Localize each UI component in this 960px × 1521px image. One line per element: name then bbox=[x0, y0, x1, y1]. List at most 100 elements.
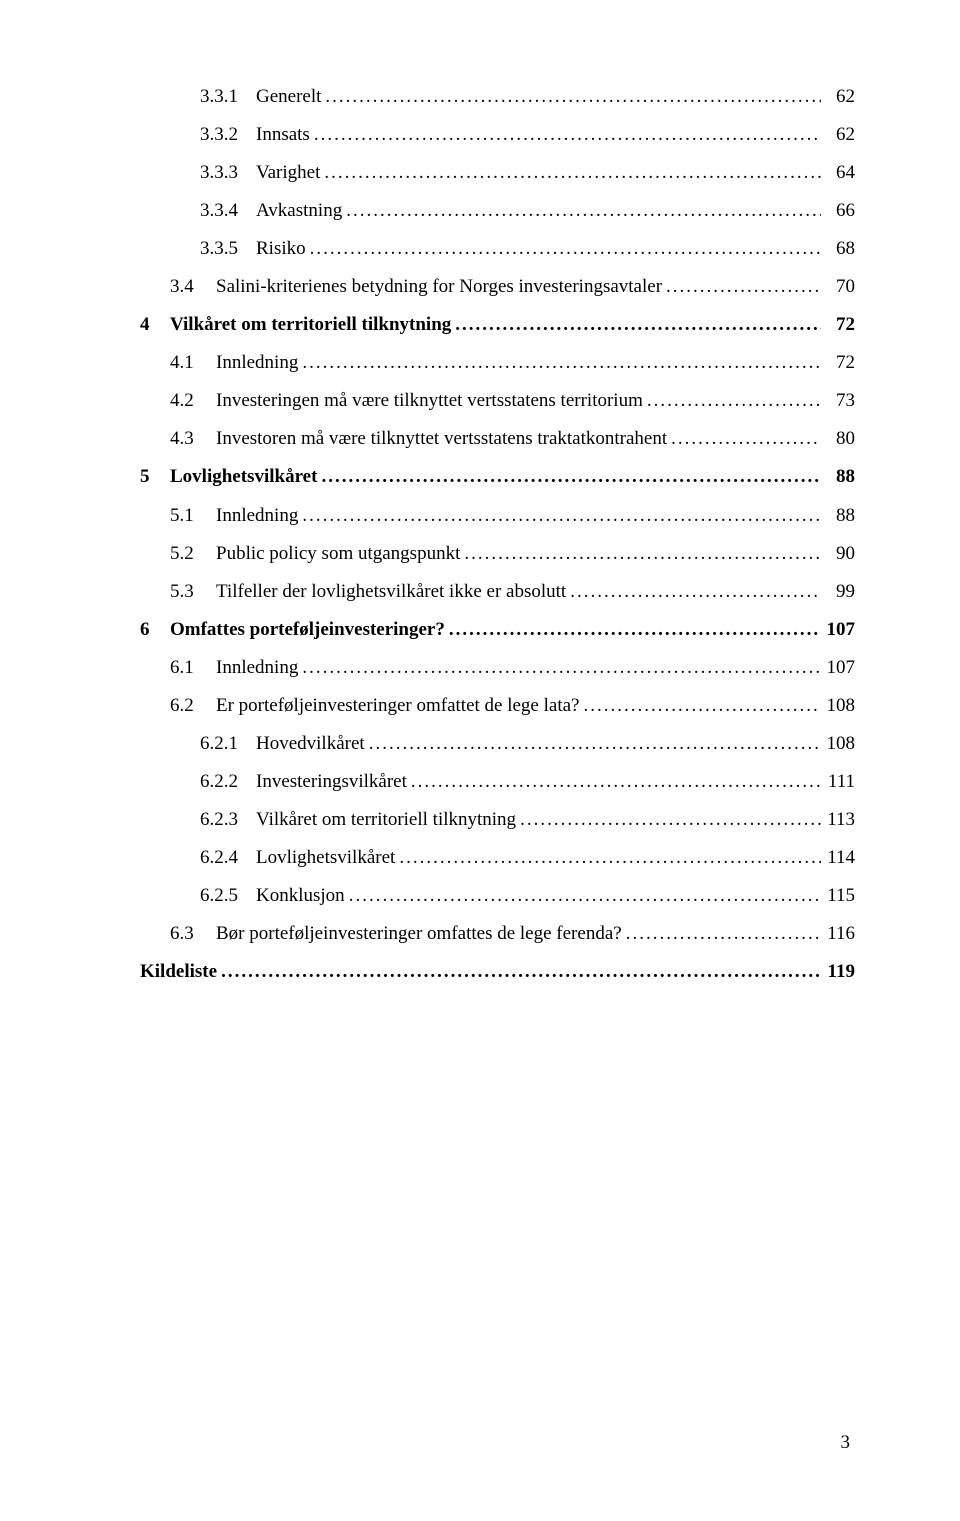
toc-leader-dots bbox=[622, 915, 821, 952]
toc-entry-number: 5.1 bbox=[170, 497, 216, 534]
toc-entry-page: 88 bbox=[821, 497, 855, 534]
toc-leader-dots bbox=[217, 953, 821, 990]
toc-entry-number: 3.3.4 bbox=[200, 192, 256, 229]
toc-leader-dots bbox=[460, 535, 821, 572]
toc-leader-dots bbox=[662, 268, 821, 305]
toc-leader-dots bbox=[451, 306, 821, 343]
toc-entry-number: 4.1 bbox=[170, 344, 216, 381]
toc-entry-number: 6.2 bbox=[170, 687, 216, 724]
toc-entry: 5.3Tilfeller der lovlighetsvilkåret ikke… bbox=[170, 573, 855, 610]
toc-entry: 3.3.5Risiko 68 bbox=[200, 230, 855, 267]
toc-entry: 6.3Bør porteføljeinvesteringer omfattes … bbox=[170, 915, 855, 952]
toc-entry: 6.2.1Hovedvilkåret 108 bbox=[200, 725, 855, 762]
toc-entry-number: 4.3 bbox=[170, 420, 216, 457]
toc-entry-number: 6.2.4 bbox=[200, 839, 256, 876]
toc-entry: 3.3.1Generelt 62 bbox=[200, 78, 855, 115]
toc-entry-page: 111 bbox=[821, 763, 855, 800]
toc-leader-dots bbox=[306, 230, 821, 267]
toc-entry-page: 62 bbox=[821, 116, 855, 153]
toc-entry-page: 107 bbox=[821, 611, 855, 648]
toc-leader-dots bbox=[395, 839, 821, 876]
toc-entry-number: 3.4 bbox=[170, 268, 216, 305]
toc-entry-page: 108 bbox=[821, 687, 855, 724]
toc-entry: 3.3.2Innsats 62 bbox=[200, 116, 855, 153]
toc-entry-number: 6.2.5 bbox=[200, 877, 256, 914]
toc-entry-number: 5.3 bbox=[170, 573, 216, 610]
toc-entry: 3.3.3Varighet64 bbox=[200, 154, 855, 191]
toc-entry: 6.2.4Lovlighetsvilkåret114 bbox=[200, 839, 855, 876]
toc-entry-title: Konklusjon bbox=[256, 877, 345, 914]
toc-entry-page: 116 bbox=[821, 915, 855, 952]
toc-entry-page: 99 bbox=[821, 573, 855, 610]
toc-entry-page: 72 bbox=[821, 344, 855, 381]
toc-entry-title: Er porteføljeinvesteringer omfattet de l… bbox=[216, 687, 579, 724]
toc-entry-title: Generelt bbox=[256, 78, 321, 115]
toc-entry: 4.3Investoren må være tilknyttet vertsst… bbox=[170, 420, 855, 457]
toc-leader-dots bbox=[298, 649, 821, 686]
toc-leader-dots bbox=[342, 192, 821, 229]
toc-entry-number: 6 bbox=[140, 611, 170, 648]
toc-entry-title: Salini-kriterienes betydning for Norges … bbox=[216, 268, 662, 305]
toc-entry: 6.2Er porteføljeinvesteringer omfattet d… bbox=[170, 687, 855, 724]
toc-entry-number: 6.3 bbox=[170, 915, 216, 952]
toc-entry-page: 72 bbox=[821, 306, 855, 343]
toc-entry-title: Bør porteføljeinvesteringer omfattes de … bbox=[216, 915, 622, 952]
toc-leader-dots bbox=[310, 116, 821, 153]
toc-entry-title: Investoren må være tilknyttet vertsstate… bbox=[216, 420, 667, 457]
toc-entry-number: 5 bbox=[140, 458, 170, 495]
toc-entry-number: 6.2.1 bbox=[200, 725, 256, 762]
toc-entry: 6.2.3Vilkåret om territoriell tilknytnin… bbox=[200, 801, 855, 838]
table-of-contents: 3.3.1Generelt623.3.2Innsats623.3.3Varigh… bbox=[140, 78, 855, 990]
toc-entry-number: 6.2.3 bbox=[200, 801, 256, 838]
toc-leader-dots bbox=[667, 420, 821, 457]
toc-entry-number: 6.1 bbox=[170, 649, 216, 686]
toc-entry-page: 70 bbox=[821, 268, 855, 305]
toc-entry-page: 115 bbox=[821, 877, 855, 914]
toc-entry-title: Lovlighetsvilkåret bbox=[170, 458, 317, 495]
toc-entry: 5Lovlighetsvilkåret88 bbox=[140, 458, 855, 495]
toc-entry: 4.1Innledning 72 bbox=[170, 344, 855, 381]
toc-entry-title: Innledning bbox=[216, 649, 298, 686]
toc-leader-dots bbox=[365, 725, 821, 762]
toc-entry-number: 3.3.1 bbox=[200, 78, 256, 115]
toc-entry-number: 3.3.2 bbox=[200, 116, 256, 153]
toc-entry: 5.1Innledning88 bbox=[170, 497, 855, 534]
toc-entry-page: 90 bbox=[821, 535, 855, 572]
toc-entry-title: Investeringsvilkåret bbox=[256, 763, 407, 800]
toc-entry-title: Public policy som utgangspunkt bbox=[216, 535, 460, 572]
toc-entry-title: Investeringen må være tilknyttet vertsst… bbox=[216, 382, 643, 419]
toc-entry-page: 107 bbox=[821, 649, 855, 686]
toc-entry-page: 113 bbox=[821, 801, 855, 838]
toc-entry: 4.2Investeringen må være tilknyttet vert… bbox=[170, 382, 855, 419]
toc-leader-dots bbox=[516, 801, 821, 838]
toc-entry-title: Innledning bbox=[216, 344, 298, 381]
toc-leader-dots bbox=[320, 154, 821, 191]
toc-entry: 6Omfattes porteføljeinvesteringer? 107 bbox=[140, 611, 855, 648]
toc-entry-page: 80 bbox=[821, 420, 855, 457]
toc-entry: 4Vilkåret om territoriell tilknytning72 bbox=[140, 306, 855, 343]
toc-entry: Kildeliste119 bbox=[140, 953, 855, 990]
toc-entry-page: 62 bbox=[821, 78, 855, 115]
toc-leader-dots bbox=[579, 687, 821, 724]
toc-leader-dots bbox=[407, 763, 821, 800]
toc-entry-title: Hovedvilkåret bbox=[256, 725, 365, 762]
toc-entry-page: 108 bbox=[821, 725, 855, 762]
toc-entry-title: Avkastning bbox=[256, 192, 342, 229]
toc-entry-number: 3.3.5 bbox=[200, 230, 256, 267]
toc-leader-dots bbox=[298, 344, 821, 381]
toc-entry: 6.1Innledning 107 bbox=[170, 649, 855, 686]
toc-entry-number: 5.2 bbox=[170, 535, 216, 572]
toc-entry-title: Risiko bbox=[256, 230, 306, 267]
toc-entry: 5.2Public policy som utgangspunkt 90 bbox=[170, 535, 855, 572]
toc-entry: 6.2.5Konklusjon 115 bbox=[200, 877, 855, 914]
toc-entry-title: Omfattes porteføljeinvesteringer? bbox=[170, 611, 445, 648]
toc-entry-page: 68 bbox=[821, 230, 855, 267]
toc-leader-dots bbox=[321, 78, 821, 115]
page-number: 3 bbox=[841, 1424, 851, 1461]
toc-entry-title: Varighet bbox=[256, 154, 320, 191]
toc-entry-number: 6.2.2 bbox=[200, 763, 256, 800]
toc-entry-title: Innsats bbox=[256, 116, 310, 153]
toc-entry: 3.4Salini-kriterienes betydning for Norg… bbox=[170, 268, 855, 305]
toc-entry-title: Vilkåret om territoriell tilknytning bbox=[256, 801, 516, 838]
toc-entry-title: Kildeliste bbox=[140, 953, 217, 990]
